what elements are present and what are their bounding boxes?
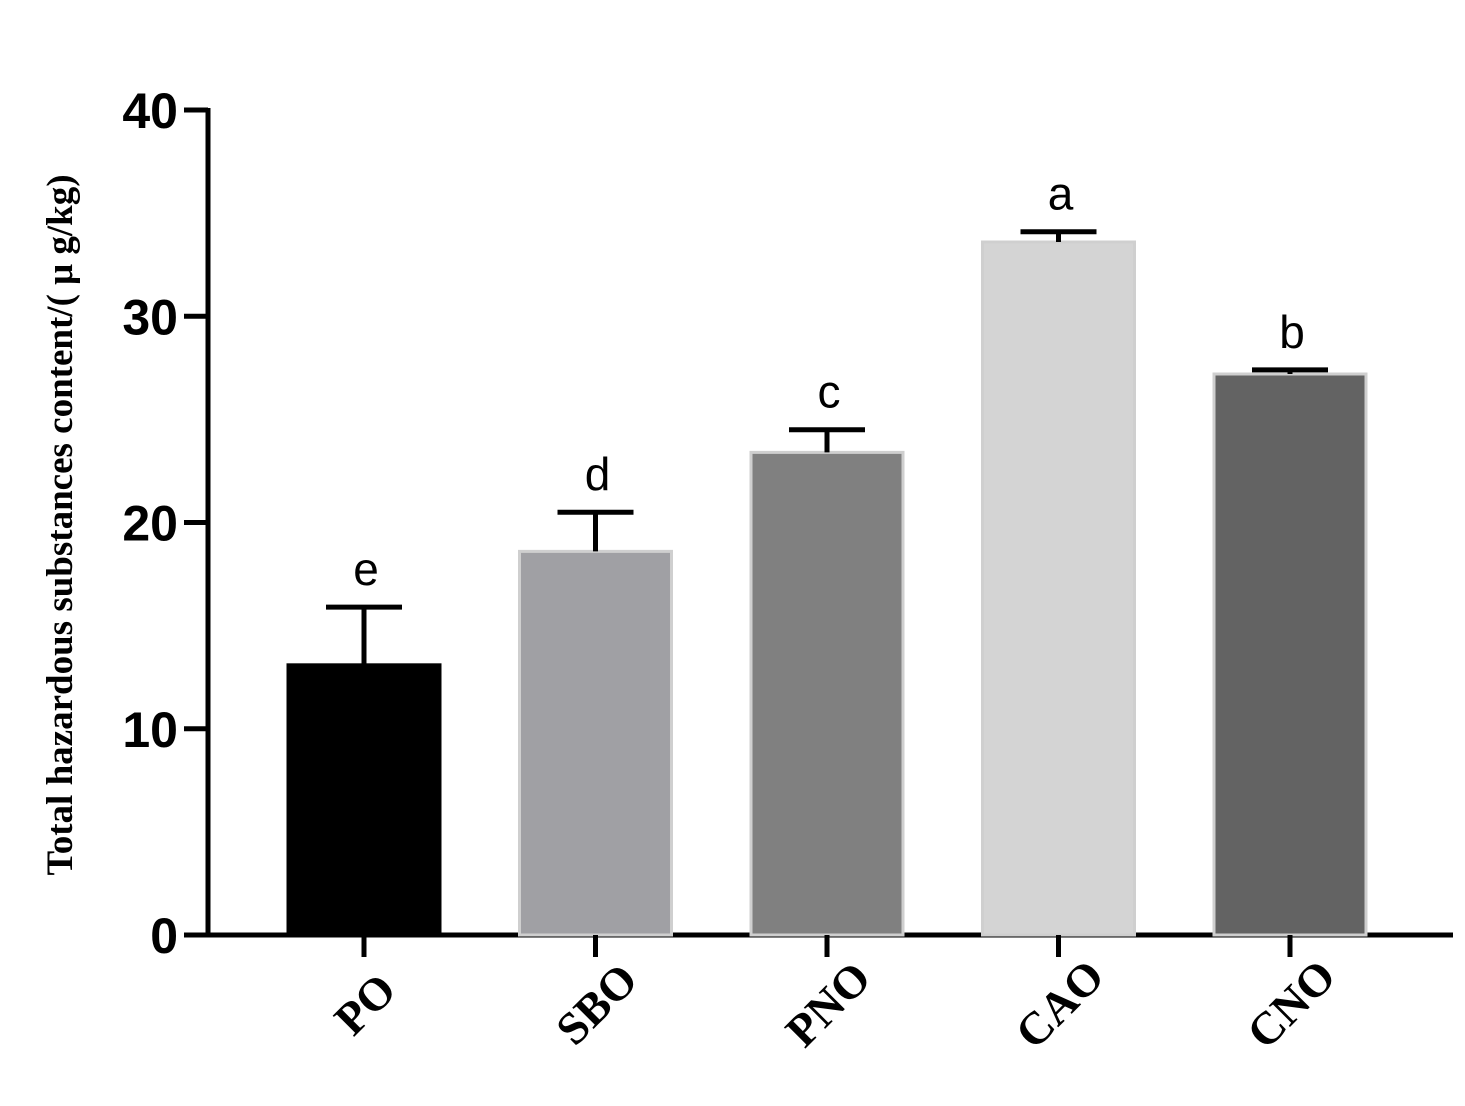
x-tick-label: SBO bbox=[546, 953, 647, 1054]
y-tick-label: 20 bbox=[122, 496, 178, 552]
bar-pno bbox=[749, 450, 905, 937]
y-tick-label: 30 bbox=[122, 289, 178, 345]
bar-cno bbox=[1212, 372, 1368, 937]
plot-area: 0 10 20 30 40 e PO d SBO c PNO a CAO b CNO bbox=[122, 83, 1453, 1058]
y-axis-title: Total hazardous substances content/( μ g… bbox=[40, 174, 81, 875]
x-tick-label: CNO bbox=[1237, 950, 1345, 1058]
y-tick-label: 10 bbox=[122, 702, 178, 758]
bar-cao bbox=[981, 240, 1136, 937]
bar-sbo bbox=[518, 549, 673, 937]
x-tick-label: PNO bbox=[776, 952, 881, 1057]
significance-label: c bbox=[818, 366, 841, 418]
y-tick-label: 0 bbox=[150, 908, 178, 964]
bar-po bbox=[286, 663, 442, 937]
x-tick-label: CAO bbox=[1005, 950, 1113, 1058]
x-tick-label: PO bbox=[324, 963, 405, 1044]
y-tick-label: 40 bbox=[122, 83, 178, 139]
significance-label: e bbox=[353, 543, 379, 595]
significance-label: d bbox=[585, 448, 611, 500]
significance-label: a bbox=[1048, 168, 1074, 220]
significance-label: b bbox=[1279, 306, 1305, 358]
